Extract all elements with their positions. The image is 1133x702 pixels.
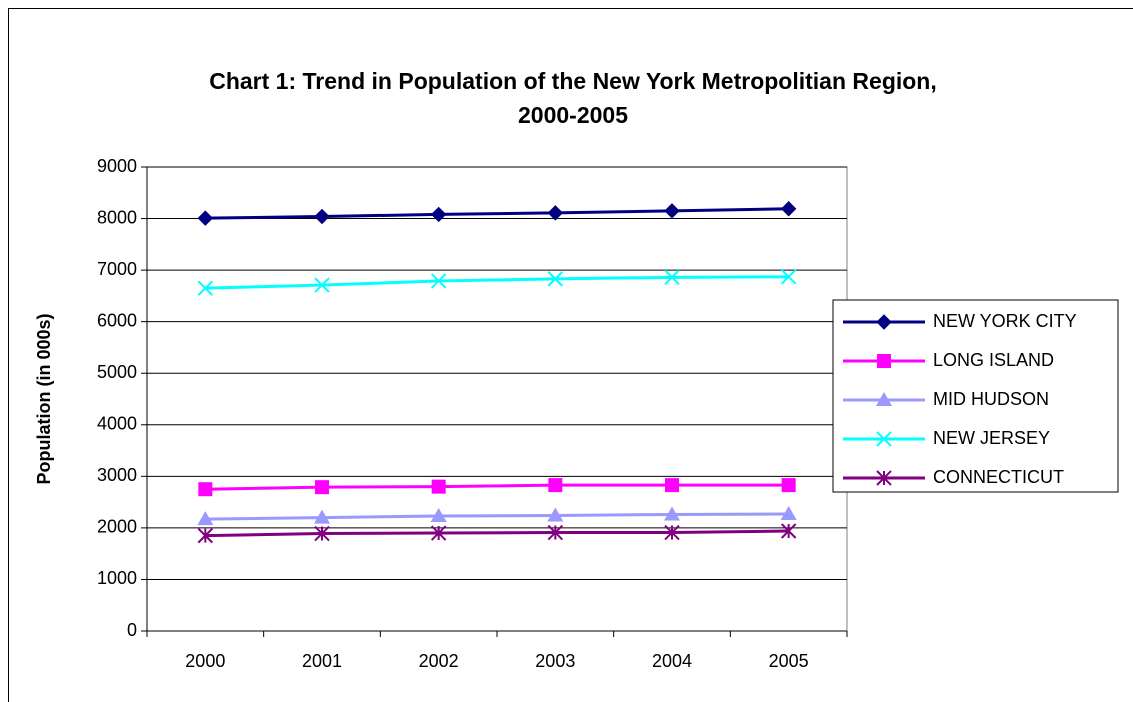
- legend-label: NEW YORK CITY: [933, 311, 1077, 331]
- marker: [314, 208, 330, 225]
- marker: [547, 507, 564, 522]
- marker: [664, 269, 680, 286]
- marker: [781, 478, 796, 493]
- marker: [547, 271, 564, 287]
- y-tick-label: 5000: [97, 362, 137, 382]
- marker: [197, 210, 214, 226]
- marker: [876, 392, 892, 406]
- plot-area: [146, 166, 848, 632]
- marker: [877, 354, 891, 368]
- marker: [430, 273, 447, 289]
- marker: [876, 470, 892, 486]
- legend: [832, 299, 1119, 493]
- y-tick-label: 8000: [97, 207, 137, 227]
- series-line: [205, 275, 789, 290]
- x-tick-label: 2001: [302, 651, 342, 671]
- y-tick-label: 6000: [97, 310, 137, 330]
- y-tick-label: 7000: [97, 259, 137, 279]
- marker: [664, 203, 680, 219]
- x-tick-label: 2003: [535, 651, 575, 671]
- marker: [315, 480, 329, 495]
- y-tick-label: 1000: [97, 568, 137, 588]
- marker: [547, 205, 564, 221]
- marker: [314, 509, 330, 524]
- marker: [548, 478, 563, 493]
- marker: [197, 511, 214, 526]
- marker: [430, 508, 447, 523]
- y-axis-label: Population (in 000s): [34, 313, 54, 484]
- marker: [431, 479, 446, 494]
- marker: [197, 280, 214, 296]
- marker: [664, 506, 680, 521]
- marker: [876, 431, 892, 447]
- chart-frame: [8, 8, 1133, 702]
- marker: [198, 482, 213, 497]
- x-tick-label: 2005: [769, 651, 809, 671]
- marker: [547, 524, 564, 541]
- legend-label: NEW JERSEY: [933, 428, 1050, 448]
- series-line: [205, 529, 789, 538]
- y-tick-label: 2000: [97, 517, 137, 537]
- legend-label: CONNECTICUT: [933, 467, 1064, 487]
- x-tick-label: 2004: [652, 651, 692, 671]
- marker: [430, 206, 447, 223]
- marker: [430, 525, 447, 541]
- x-tick-label: 2000: [185, 651, 225, 671]
- legend-label: MID HUDSON: [933, 389, 1049, 409]
- marker: [780, 269, 797, 285]
- y-tick-label: 4000: [97, 414, 137, 434]
- y-tick-label: 9000: [97, 156, 137, 176]
- marker: [780, 523, 797, 539]
- marker: [780, 201, 797, 217]
- legend-label: LONG ISLAND: [933, 350, 1054, 370]
- y-tick-label: 0: [127, 620, 137, 640]
- y-tick-label: 3000: [97, 465, 137, 485]
- marker: [314, 277, 330, 293]
- marker: [664, 524, 680, 541]
- series-line: [205, 483, 789, 491]
- series-line: [205, 512, 789, 521]
- marker: [197, 527, 214, 544]
- chart-title: Chart 1: Trend in Population of the New …: [209, 68, 937, 128]
- marker: [876, 314, 892, 330]
- marker: [780, 505, 797, 520]
- x-tick-label: 2002: [419, 651, 459, 671]
- marker: [665, 478, 679, 493]
- marker: [314, 525, 330, 542]
- series-line: [205, 207, 789, 220]
